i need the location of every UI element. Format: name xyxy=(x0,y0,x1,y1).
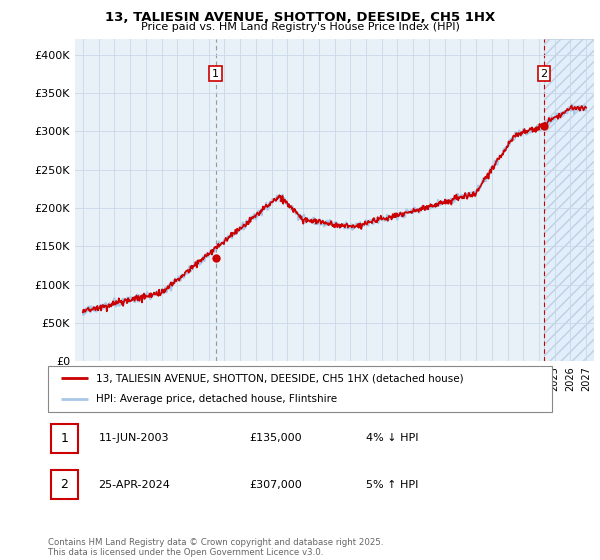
Text: 4% ↓ HPI: 4% ↓ HPI xyxy=(365,433,418,444)
Bar xyxy=(50,470,78,500)
Text: 1: 1 xyxy=(61,432,68,445)
Text: £307,000: £307,000 xyxy=(250,480,302,489)
Text: 13, TALIESIN AVENUE, SHOTTON, DEESIDE, CH5 1HX: 13, TALIESIN AVENUE, SHOTTON, DEESIDE, C… xyxy=(105,11,495,24)
Text: Price paid vs. HM Land Registry's House Price Index (HPI): Price paid vs. HM Land Registry's House … xyxy=(140,22,460,32)
Text: Contains HM Land Registry data © Crown copyright and database right 2025.
This d: Contains HM Land Registry data © Crown c… xyxy=(48,538,383,557)
Bar xyxy=(50,424,78,453)
Text: 25-APR-2024: 25-APR-2024 xyxy=(98,480,170,489)
Text: 2: 2 xyxy=(61,478,68,491)
Text: HPI: Average price, detached house, Flintshire: HPI: Average price, detached house, Flin… xyxy=(96,394,337,404)
Text: 1: 1 xyxy=(212,69,219,79)
Text: 2: 2 xyxy=(541,69,548,79)
Text: 5% ↑ HPI: 5% ↑ HPI xyxy=(365,480,418,489)
Polygon shape xyxy=(544,39,594,361)
Text: 11-JUN-2003: 11-JUN-2003 xyxy=(98,433,169,444)
Text: 13, TALIESIN AVENUE, SHOTTON, DEESIDE, CH5 1HX (detached house): 13, TALIESIN AVENUE, SHOTTON, DEESIDE, C… xyxy=(96,373,464,383)
Text: £135,000: £135,000 xyxy=(250,433,302,444)
